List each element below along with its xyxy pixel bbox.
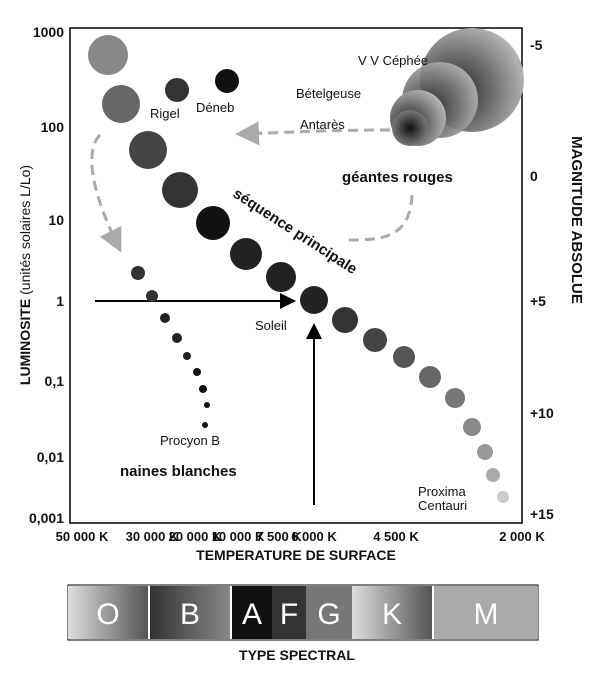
- label: Proxima: [418, 484, 466, 499]
- label: Procyon B: [160, 433, 220, 448]
- star: [165, 78, 189, 102]
- y-tick-label: 1: [56, 293, 64, 309]
- y2-tick-label: +15: [530, 506, 554, 522]
- label: géantes rouges: [342, 169, 453, 186]
- spectral-type: M: [474, 598, 499, 631]
- spectral-type: G: [317, 598, 340, 631]
- label: Centauri: [418, 498, 467, 513]
- y2-tick-label: +5: [530, 293, 546, 309]
- star: [88, 35, 128, 75]
- star: [363, 328, 387, 352]
- y2-tick-label: +10: [530, 405, 554, 421]
- star: [300, 286, 328, 314]
- star: [419, 366, 441, 388]
- y2-axis-title: MAGNITUDE ABSOLUE: [568, 136, 585, 304]
- star: [131, 266, 145, 280]
- y2-tick-label: 0: [530, 168, 538, 184]
- star: [129, 131, 167, 169]
- label: Déneb: [196, 100, 234, 115]
- y-tick-label: 100: [41, 119, 65, 135]
- star: [477, 444, 493, 460]
- label: Bételgeuse: [296, 86, 361, 101]
- label: naines blanches: [120, 463, 237, 480]
- star: [392, 110, 428, 146]
- x-tick-label: 4 500 K: [373, 529, 419, 544]
- star: [183, 352, 191, 360]
- x-tick-label: 2 000 K: [499, 529, 545, 544]
- star: [196, 206, 230, 240]
- label: Soleil: [255, 318, 287, 333]
- x-tick-label: 50 000 K: [56, 529, 109, 544]
- star: [266, 262, 296, 292]
- star: [199, 385, 207, 393]
- spectral-type: A: [242, 598, 262, 631]
- y-unit: (unités solaires L/Lo): [17, 165, 33, 295]
- x-axis-title: TEMPERATURE DE SURFACE: [196, 547, 396, 563]
- y-axis-title: LUMINOSITE (unités solaires L/Lo): [17, 165, 33, 385]
- star: [146, 290, 158, 302]
- dashed-curve: [345, 195, 412, 240]
- spectral-type: B: [180, 598, 200, 631]
- star: [230, 238, 262, 270]
- label: Antarès: [300, 117, 345, 132]
- x-tick-label: 6 000 K: [291, 529, 337, 544]
- star: [332, 307, 358, 333]
- star: [463, 418, 481, 436]
- star: [215, 69, 239, 93]
- y2-tick-label: -5: [530, 37, 543, 53]
- y-title: LUMINOSITE: [17, 299, 33, 385]
- spectral-title: TYPE SPECTRAL: [239, 647, 355, 663]
- star: [162, 172, 198, 208]
- star: [102, 85, 140, 123]
- star: [172, 333, 182, 343]
- star: [393, 346, 415, 368]
- y-tick-label: 0,001: [29, 510, 64, 526]
- star: [160, 313, 170, 323]
- y-tick-label: 0,1: [45, 373, 65, 389]
- spectral-type: K: [382, 598, 402, 631]
- dashed-arrow: [92, 135, 120, 250]
- star: [202, 422, 208, 428]
- star: [445, 388, 465, 408]
- star: [497, 491, 509, 503]
- spectral-type: O: [96, 598, 119, 631]
- label: Rigel: [150, 106, 180, 121]
- star: [486, 468, 500, 482]
- star: [204, 402, 210, 408]
- label: V V Céphée: [358, 53, 428, 68]
- hr-diagram: V V Céphée Bételgeuse Antarès géantes ro…: [0, 0, 594, 668]
- star: [193, 368, 201, 376]
- y-tick-label: 1000: [33, 24, 64, 40]
- spectral-type: F: [280, 598, 298, 631]
- y-tick-label: 0,01: [37, 449, 64, 465]
- y-tick-label: 10: [48, 212, 64, 228]
